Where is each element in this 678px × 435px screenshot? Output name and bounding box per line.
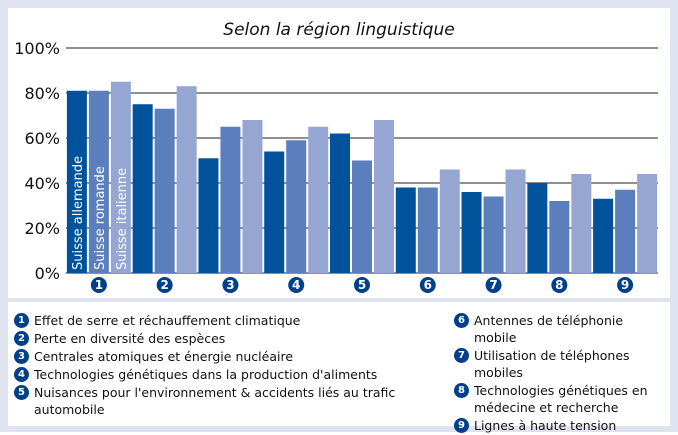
bar (505, 169, 526, 273)
bar (220, 126, 241, 273)
legend-label: Centrales atomiques et énergie nucléaire (34, 349, 294, 364)
legend-item: 3 Centrales atomiques et énergie nucléair… (14, 348, 450, 365)
bar (198, 158, 219, 273)
legend-label: Effet de serre et réchauffement climatiq… (34, 313, 301, 328)
legend-panel: 1 Effet de serre et réchauffement climati… (8, 302, 670, 433)
y-tick-label: 40% (24, 174, 60, 193)
category-label: 5 (358, 278, 366, 292)
legend-label: Antennes de téléphonie mobile (474, 313, 624, 345)
y-tick-label: 0% (35, 264, 60, 283)
legend-item: 5 Nuisances pour l'environnement & accide… (14, 384, 450, 418)
bar (593, 198, 614, 273)
legend-item: 7 Utilisation de téléphones mobiles (454, 347, 668, 381)
number-badge-icon: 8 (454, 383, 469, 398)
chart-title: Selon la région linguistique (223, 20, 455, 40)
category-label: 9 (621, 278, 629, 292)
bar (549, 201, 570, 273)
legend-item: 9 Lignes à haute tension (454, 417, 668, 434)
number-badge-icon: 6 (454, 313, 469, 328)
number-badge-icon: 5 (14, 385, 29, 400)
category-badge-icon (288, 277, 305, 293)
category-badge-icon (156, 277, 173, 293)
bar (352, 160, 372, 273)
chart-panel: Selon la région linguistique 0% 20% 40% 60%… (8, 8, 670, 298)
legend-item: 4 Technologies génétiques dans la product… (14, 366, 450, 383)
bar-chart: 0% 20% 40% 60% 80% 100% Suisse allemande Suisse… (14, 39, 658, 293)
bar (242, 120, 263, 273)
y-tick-label: 80% (24, 84, 60, 103)
bar (88, 90, 109, 273)
bar (417, 187, 438, 273)
legend-item: 8 Technologies génétiques en médecine et … (454, 382, 668, 416)
bar (264, 151, 285, 273)
y-tick-label: 20% (24, 219, 60, 238)
legend-item: 6 Antennes de téléphonie mobile (454, 312, 668, 346)
number-badge-icon: 1 (14, 313, 29, 328)
category-badge-icon (617, 277, 634, 293)
legend-label: Technologies génétiques en médecine et r… (474, 383, 648, 415)
number-badge-icon: 9 (454, 418, 469, 433)
number-badge-icon: 2 (14, 331, 29, 346)
category-badge-icon (419, 277, 436, 293)
number-badge-icon: 7 (454, 348, 469, 363)
number-badge-icon: 4 (14, 367, 29, 382)
bar (461, 192, 482, 273)
bar (154, 108, 175, 273)
bar (110, 81, 131, 273)
series-label: Suisse allemande (71, 156, 86, 270)
bar (330, 133, 350, 273)
category-badge-icon (90, 277, 107, 293)
bar (527, 183, 548, 273)
bar (395, 187, 416, 273)
bar (66, 90, 87, 273)
bar (308, 126, 329, 273)
y-tick-label: 60% (24, 129, 60, 148)
category-badge-icon (485, 277, 502, 293)
category-label: 8 (555, 278, 563, 292)
bar (615, 189, 636, 273)
bar (286, 140, 307, 273)
bar (483, 196, 504, 273)
legend-item: 1 Effet de serre et réchauffement climati… (14, 312, 450, 329)
category-label: 3 (226, 278, 234, 292)
bar (374, 120, 394, 273)
legend-label: Nuisances pour l'environnement & acciden… (34, 385, 396, 417)
category-label: 6 (424, 278, 432, 292)
series-label: Suisse italienne (115, 168, 130, 270)
legend-label: Utilisation de téléphones mobiles (474, 348, 630, 380)
legend-label: Lignes à haute tension (474, 418, 617, 433)
bar (176, 86, 197, 273)
bar (637, 174, 658, 273)
legend-right-column: 6 Antennes de téléphonie mobile 7 Utilisati… (454, 312, 668, 435)
series-label: Suisse romande (93, 166, 108, 270)
category-badge-icon (222, 277, 239, 293)
category-label: 2 (160, 278, 168, 292)
legend-label: Technologies génétiques dans la producti… (34, 367, 378, 382)
bar (571, 174, 592, 273)
y-tick-label: 100% (14, 39, 60, 58)
legend-left-column: 1 Effet de serre et réchauffement climati… (14, 312, 450, 419)
category-badge-icon (354, 277, 370, 293)
bar (132, 104, 153, 273)
category-label: 4 (292, 278, 300, 292)
legend-label: Perte en diversité des espèces (34, 331, 226, 346)
category-badge-icon (551, 277, 568, 293)
category-label: 7 (489, 278, 497, 292)
legend-item: 2 Perte en diversité des espèces (14, 330, 450, 347)
number-badge-icon: 3 (14, 349, 29, 364)
bar (439, 169, 460, 273)
category-label: 1 (95, 278, 103, 292)
